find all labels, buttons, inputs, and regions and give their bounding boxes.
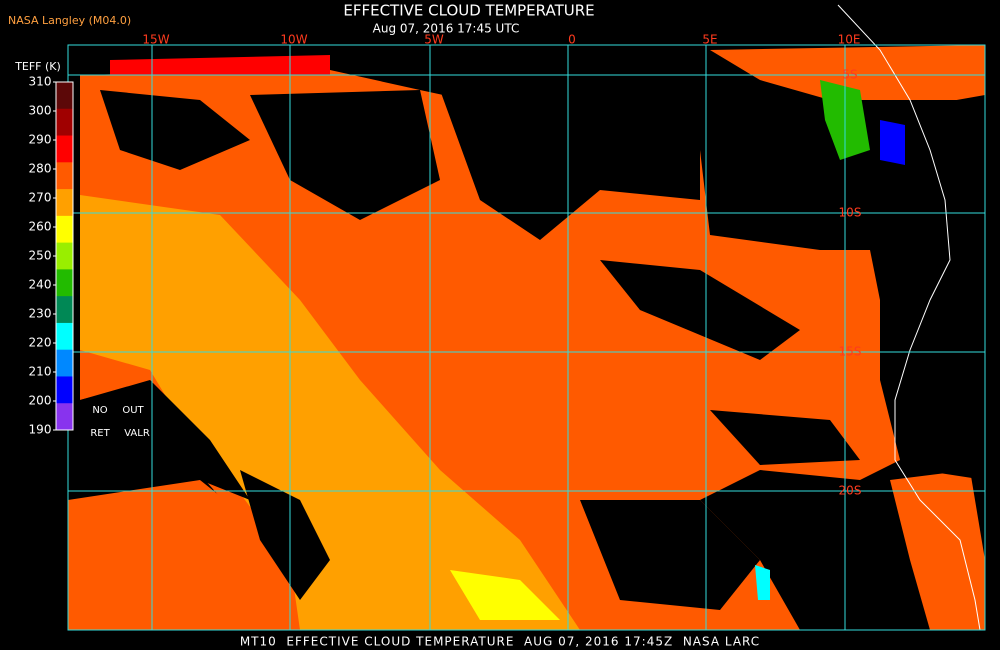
color-segment	[56, 322, 73, 351]
colorbar-tick-label: 280	[29, 162, 52, 176]
color-segment	[56, 403, 73, 431]
longitude-label: 15W	[142, 33, 169, 47]
clear-sky	[100, 90, 250, 170]
colorbar-label: TEFF (K)	[14, 60, 61, 73]
longitude-label: 10W	[280, 33, 307, 47]
cloud-region	[68, 480, 300, 630]
longitude-label: 0	[568, 33, 576, 47]
clear-sky	[850, 100, 985, 480]
clear-sky	[80, 380, 250, 500]
colorbar-tick-label: 220	[29, 336, 52, 350]
color-segment	[56, 296, 73, 324]
colorbar-tick-label: 240	[29, 278, 52, 292]
cold-cloud	[755, 565, 770, 600]
latitude-label: 10S	[839, 206, 862, 220]
colorbar-tick-label: 300	[29, 104, 52, 118]
clear-sky	[440, 90, 700, 240]
cold-cloud	[880, 120, 905, 165]
cloud-region	[890, 470, 985, 630]
no-retrieval: RET	[90, 428, 110, 439]
latitude-label: 20S	[839, 484, 862, 498]
subtitle: Aug 07, 2016 17:45 UTC	[373, 22, 520, 36]
no-retrieval: NO	[92, 405, 107, 416]
colorbar-tick-label: 250	[29, 249, 52, 263]
longitude-label: 10E	[838, 33, 861, 47]
cloud-field	[68, 45, 985, 630]
colorbar: 310 300 290 280 270 260 250 240 230 220 210 200 190	[29, 75, 74, 437]
color-segment	[56, 349, 73, 377]
color-segment	[56, 269, 73, 297]
color-segment	[56, 215, 73, 244]
color-segment	[56, 135, 73, 163]
cloud-region	[80, 195, 580, 630]
clear-sky	[710, 410, 860, 465]
colorbar-tick-label: 310	[29, 75, 52, 89]
title: EFFECTIVE CLOUD TEMPERATURE	[343, 2, 594, 20]
color-segment	[56, 242, 73, 270]
colorbar-tick-label: 210	[29, 365, 52, 379]
latitude-label: 5S	[842, 68, 857, 82]
clear-sky	[250, 90, 440, 220]
footer: MT10 EFFECTIVE CLOUD TEMPERATURE AUG 07,…	[240, 635, 760, 649]
colorbar-tick-label: 270	[29, 191, 52, 205]
color-segment	[56, 376, 73, 404]
longitude-label: 5W	[424, 33, 444, 47]
color-segment	[56, 82, 73, 110]
color-segment	[56, 189, 73, 217]
colorbar-tick-label: 230	[29, 307, 52, 321]
longitude-label: 5E	[702, 33, 717, 47]
clear-sky	[710, 110, 850, 240]
clear-sky	[580, 500, 760, 610]
colorbar-tick-label: 200	[29, 394, 52, 408]
out-of-range: VALR	[124, 428, 150, 439]
coastline	[837, 4, 981, 631]
clear-sky	[240, 470, 330, 600]
color-segment	[56, 162, 73, 190]
cold-cloud	[450, 570, 560, 620]
clear-sky	[600, 260, 800, 360]
cloud-region	[710, 45, 985, 110]
colorbar-tick-label: 190	[29, 423, 52, 437]
out-of-range: OUT	[122, 405, 144, 416]
latitude-label: 15S	[839, 345, 862, 359]
color-segment	[56, 108, 73, 137]
cold-cloud	[110, 55, 330, 75]
colorbar-tick-label: 290	[29, 133, 52, 147]
credit: NASA Langley (M04.0)	[8, 14, 131, 27]
colorbar-tick-label: 260	[29, 220, 52, 234]
